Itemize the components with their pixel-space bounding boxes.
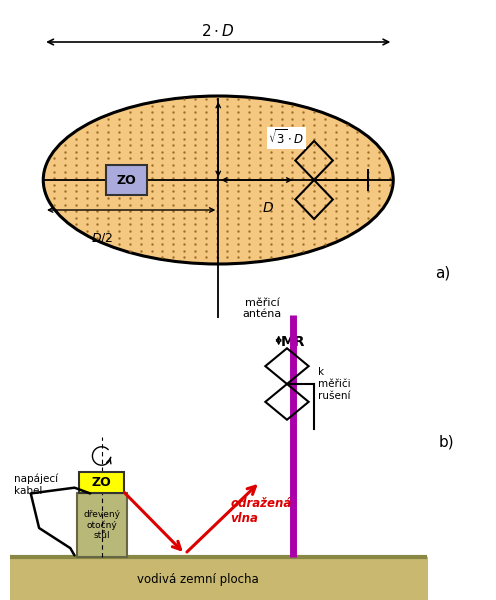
Text: dřevený
otočný
stůl: dřevený otočný stůl — [83, 510, 120, 541]
Text: ZO: ZO — [117, 173, 136, 187]
Text: k
měřiči
rušení: k měřiči rušení — [318, 367, 351, 401]
Text: $D/2$: $D/2$ — [91, 231, 113, 245]
Text: $D$: $D$ — [262, 201, 274, 215]
Ellipse shape — [43, 96, 393, 264]
Text: a): a) — [435, 265, 450, 280]
Text: $\sqrt{3} \cdot D$: $\sqrt{3} \cdot D$ — [268, 128, 305, 148]
Bar — [268, 327, 318, 357]
Text: měřicí
anténa: měřicí anténa — [243, 298, 282, 319]
Text: vodivá zemní plocha: vodivá zemní plocha — [136, 574, 258, 586]
Bar — [79, 472, 124, 493]
Text: b): b) — [439, 434, 455, 449]
Bar — [76, 493, 126, 557]
Text: odražená
vlna: odražená vlna — [231, 497, 292, 525]
Text: $2 \cdot D$: $2 \cdot D$ — [201, 23, 235, 40]
Text: MR: MR — [281, 335, 306, 349]
Bar — [106, 165, 147, 195]
Text: napájecí
kabel: napájecí kabel — [14, 474, 58, 496]
Text: ZO: ZO — [92, 476, 112, 489]
